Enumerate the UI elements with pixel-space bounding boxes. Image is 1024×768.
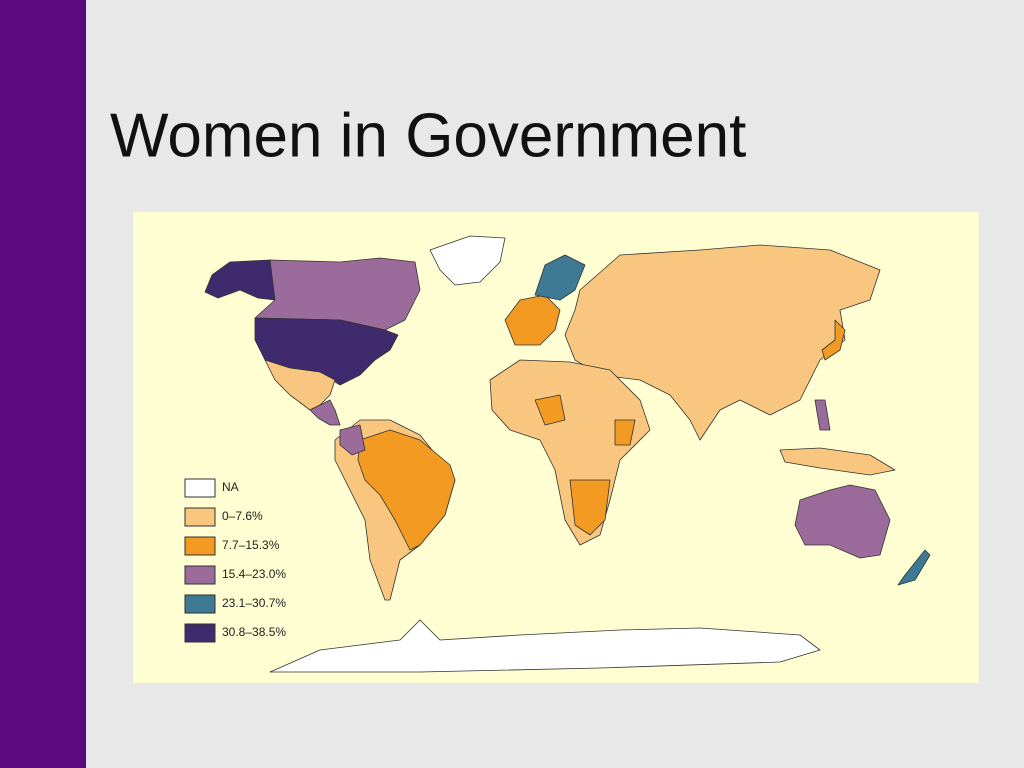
mexico [264, 359, 336, 411]
legend-label: 15.4–23.0% [222, 567, 286, 581]
side-bar [0, 0, 86, 768]
alaska [204, 259, 276, 301]
legend-label: 0–7.6% [222, 509, 263, 523]
slide-title: Women in Government [110, 101, 746, 170]
australia [794, 484, 891, 559]
legend: NA 0–7.6% 7.7–15.3% 15.4–23.0% 23.1–30.7% 30.… [184, 478, 286, 643]
legend-swatch [184, 536, 216, 556]
antarctica [269, 619, 821, 673]
legend-label: 30.8–38.5% [222, 625, 286, 639]
scandinavia [534, 254, 586, 301]
philippines [814, 399, 831, 431]
legend-label: 7.7–15.3% [222, 538, 280, 552]
legend-swatch [184, 507, 216, 527]
legend-label: NA [222, 480, 239, 494]
west-africa [534, 394, 566, 426]
japan [821, 319, 846, 361]
southern-africa [569, 479, 611, 536]
legend-swatch [184, 478, 216, 498]
east-africa [614, 419, 636, 446]
legend-swatch [184, 594, 216, 614]
new-zealand [897, 549, 931, 586]
colombia [339, 424, 366, 456]
legend-swatch [184, 565, 216, 585]
world-map [204, 235, 931, 673]
western-europe [504, 294, 561, 346]
southeast-asia-islands [779, 447, 896, 476]
legend-label: 23.1–30.7% [222, 596, 286, 610]
central-america [309, 399, 341, 426]
legend-swatch [184, 623, 216, 643]
greenland [429, 235, 506, 286]
canada [254, 257, 421, 331]
brazil [357, 429, 456, 551]
